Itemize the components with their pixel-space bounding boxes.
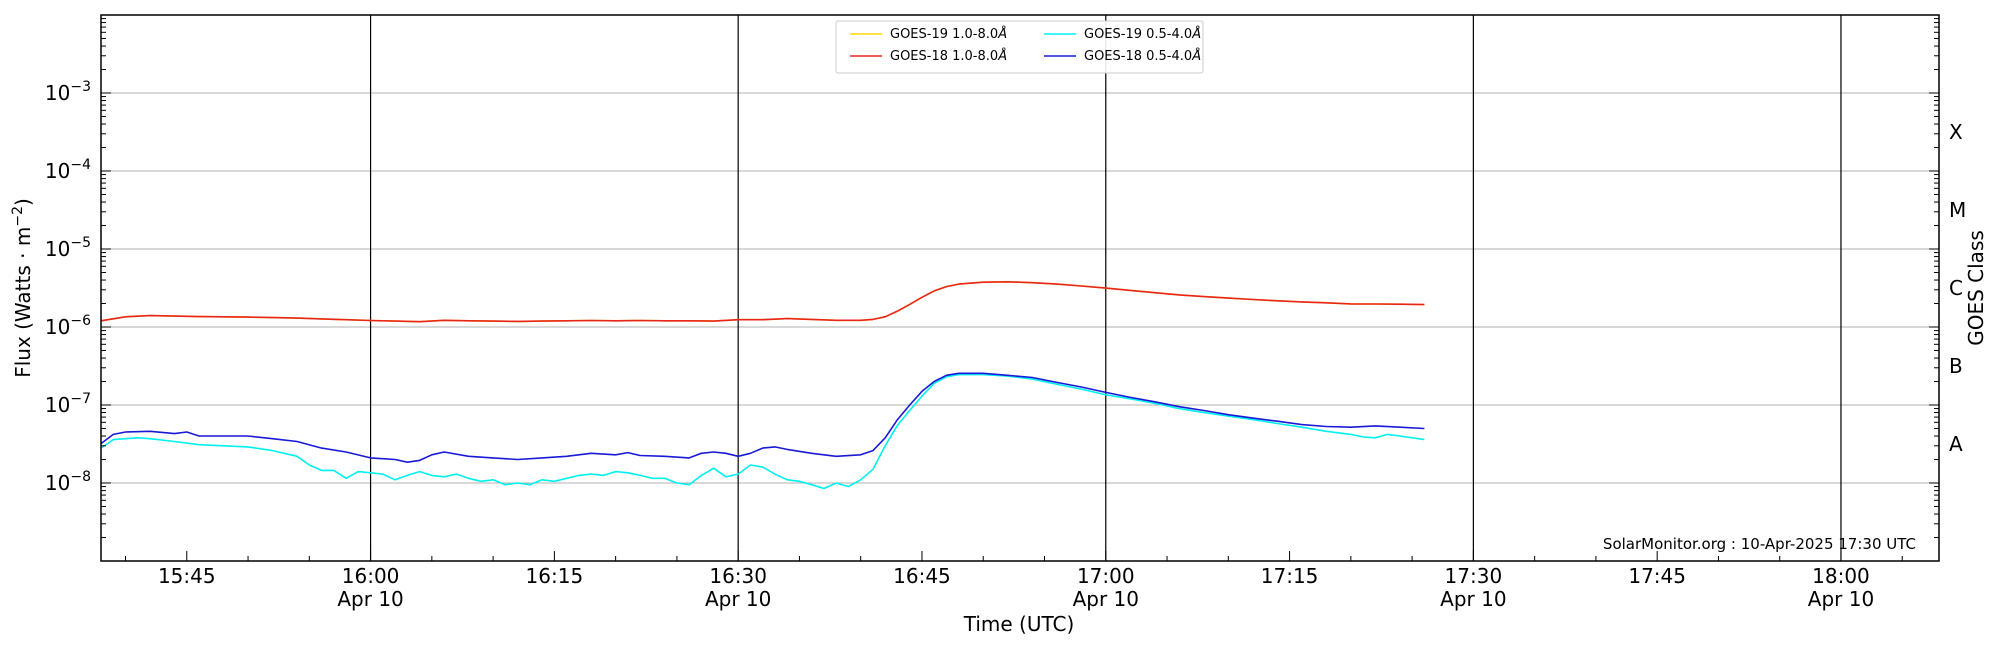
goes-class-label-x: X [1949, 120, 1963, 144]
data-series-lines [100, 280, 1425, 490]
legend-label-base: GOES-19 0.5-4.0 [1084, 27, 1192, 42]
y-tick-base: 10 [45, 315, 70, 339]
series-line-2 [100, 373, 1425, 490]
legend-label-unit: Å [997, 26, 1007, 42]
x-tick-label: 16:30 [709, 564, 767, 588]
y-tick-base: 10 [45, 159, 70, 183]
y-tick-label: 10−5 [45, 235, 91, 261]
x-tick-label: 16:00 [342, 564, 400, 588]
y-axis-title: Flux (Watts · m−2) [10, 198, 35, 378]
credit-text: SolarMonitor.org : 10-Apr-2025 17:30 UTC [1603, 535, 1916, 553]
goes-class-label-b: B [1949, 354, 1963, 378]
goes-class-labels: A B C M X [1949, 120, 1966, 456]
y-tick-exponent: −5 [70, 235, 91, 251]
x-tick-date-label: Apr 10 [337, 587, 403, 611]
x-tick-label: 17:15 [1261, 564, 1319, 588]
horizontal-grid-lines [101, 92, 1939, 484]
legend-box [835, 20, 1204, 74]
x-tick-label: 17:45 [1628, 564, 1686, 588]
y-tick-base: 10 [45, 81, 70, 105]
x-tick-label: 16:15 [526, 564, 584, 588]
x-tick-label: 15:45 [158, 564, 216, 588]
goes-class-label-c: C [1949, 276, 1963, 300]
x-tick-label: 16:45 [893, 564, 951, 588]
goes-class-label-m: M [1949, 198, 1966, 222]
y-tick-label: 10−7 [45, 391, 91, 417]
x-tick-label: 17:30 [1445, 564, 1503, 588]
x-axis-title: Time (UTC) [963, 612, 1075, 636]
legend-label: GOES-19 0.5-4.0Å [1084, 26, 1201, 42]
y-tick-exponent: −8 [70, 469, 91, 485]
y-tick-exponent: −4 [70, 157, 91, 173]
x-tick-label: 18:00 [1812, 564, 1870, 588]
series-line-3 [100, 372, 1425, 464]
x-tick-date-label: Apr 10 [705, 587, 771, 611]
y-tick-base: 10 [45, 471, 70, 495]
legend-label-base: GOES-18 0.5-4.0 [1084, 49, 1192, 64]
y-tick-base: 10 [45, 393, 70, 417]
legend-label: GOES-18 1.0-8.0Å [890, 48, 1007, 64]
x-tick-date-label: Apr 10 [1073, 587, 1139, 611]
legend-label-unit: Å [1191, 48, 1201, 64]
x-tick-label: 17:00 [1077, 564, 1135, 588]
y-axis-title-exponent: −2 [10, 206, 26, 227]
legend-label: GOES-18 0.5-4.0Å [1084, 48, 1201, 64]
legend-label: GOES-19 1.0-8.0Å [890, 26, 1007, 42]
y-tick-label: 10−3 [45, 79, 91, 105]
y-tick-exponent: −3 [70, 79, 91, 95]
y-tick-exponent: −7 [70, 391, 91, 407]
x-tick-date-label: Apr 10 [1440, 587, 1506, 611]
y-axis-ticks: 10−810−710−610−510−410−3 [45, 18, 1939, 539]
x-tick-date-label: Apr 10 [1808, 587, 1874, 611]
y-tick-label: 10−4 [45, 157, 91, 183]
series-line-1 [100, 280, 1425, 323]
y-tick-label: 10−6 [45, 313, 91, 339]
legend-label-base: GOES-18 1.0-8.0 [890, 49, 998, 64]
y-tick-exponent: −6 [70, 313, 91, 329]
legend-label-unit: Å [1191, 26, 1201, 42]
right-axis-title: GOES Class [1964, 230, 1988, 346]
plot-frame [100, 14, 1940, 562]
vertical-time-markers [369, 15, 1842, 561]
goes-class-label-a: A [1949, 432, 1963, 456]
y-tick-label: 10−8 [45, 469, 91, 495]
legend-label-base: GOES-19 1.0-8.0 [890, 27, 998, 42]
legend-label-unit: Å [997, 48, 1007, 64]
y-tick-base: 10 [45, 237, 70, 261]
